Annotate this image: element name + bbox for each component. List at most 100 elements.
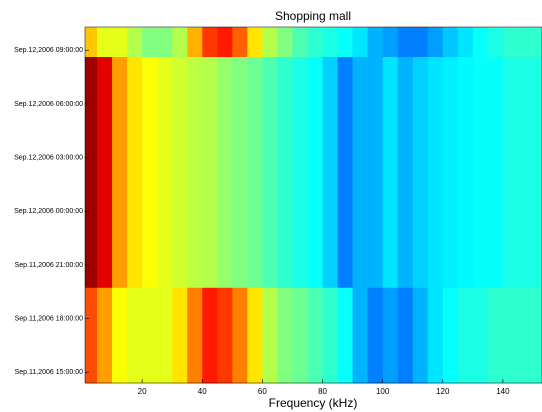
heatmap-cell — [97, 56, 113, 288]
heatmap-cell — [322, 27, 339, 58]
y-tick-label: Sep.12,2006 09:00:00 — [14, 47, 83, 54]
y-tick-label: Sep.12,2006 06:00:00 — [14, 101, 83, 108]
heatmap-cell — [517, 27, 534, 58]
heatmap-cell — [457, 27, 474, 58]
heatmap-cell — [307, 287, 324, 384]
heatmap-cell — [502, 27, 519, 58]
heatmap-cell — [412, 56, 429, 288]
heatmap-cell — [247, 56, 263, 288]
heatmap-cell — [337, 56, 354, 288]
heatmap-cell — [397, 287, 414, 384]
heatmap-cell — [262, 287, 278, 384]
heatmap-cell — [412, 287, 429, 384]
heatmap-cell — [532, 27, 542, 58]
x-tick-label: 40 — [198, 387, 207, 396]
y-tick-label: Sep.12,2006 00:00:00 — [14, 208, 83, 215]
heatmap-cell — [217, 56, 233, 288]
heatmap-cell — [457, 56, 474, 288]
heatmap-cell — [382, 287, 399, 384]
heatmap-cell — [202, 56, 218, 288]
heatmap-cell — [112, 287, 128, 384]
heatmap-cell — [292, 287, 308, 384]
heatmap-cell — [127, 287, 143, 384]
heatmap-cell — [427, 56, 444, 288]
x-tick-label: 80 — [318, 387, 327, 396]
heatmap-cell — [277, 287, 293, 384]
heatmap-cell — [442, 287, 459, 384]
heatmap-cell — [247, 287, 263, 384]
y-tick-label: Sep.11,2006 21:00:00 — [15, 262, 83, 269]
heatmap-cell — [457, 287, 474, 384]
heatmap-cell — [187, 27, 203, 58]
heatmap-cell — [292, 27, 308, 58]
x-tick-label: 60 — [258, 387, 267, 396]
heatmap-cell — [427, 287, 444, 384]
heatmap-cell — [442, 56, 459, 288]
heatmap-cell — [487, 27, 504, 58]
heatmap-cell — [247, 27, 263, 58]
x-tick-label: 140 — [496, 387, 510, 396]
heatmap-cell — [517, 56, 534, 288]
heatmap-cell — [397, 27, 414, 58]
heatmap-cell — [142, 287, 158, 384]
heatmap-cell — [232, 56, 248, 288]
heatmap-cell — [502, 287, 519, 384]
heatmap-cell — [202, 27, 218, 58]
x-tick-label: 100 — [376, 387, 390, 396]
heatmap-cell — [352, 27, 369, 58]
heatmap-cell — [112, 56, 128, 288]
heatmap-cell — [112, 27, 128, 58]
heatmap-cell — [277, 56, 293, 288]
heatmap-cell — [487, 287, 504, 384]
heatmap-cell — [337, 287, 354, 384]
x-axis-label: Frequency (kHz) — [269, 396, 358, 410]
heatmap-cell — [277, 27, 293, 58]
heatmap-cell — [157, 287, 173, 384]
heatmap-cell — [187, 287, 203, 384]
heatmap-cell — [157, 56, 173, 288]
heatmap-cell — [85, 287, 98, 384]
heatmap-cell — [142, 27, 158, 58]
heatmap-cell — [322, 56, 339, 288]
heatmap-cell — [262, 27, 278, 58]
heatmap-cell — [97, 27, 113, 58]
heatmap-cell — [97, 287, 113, 384]
heatmap-cell — [382, 27, 399, 58]
heatmap-cell — [322, 287, 339, 384]
y-tick-label: Sep.11,2006 15:00:00 — [15, 369, 83, 376]
heatmap-cell — [487, 56, 504, 288]
heatmap-cell — [232, 287, 248, 384]
heatmap-cell — [412, 27, 429, 58]
heatmap-cell — [367, 287, 384, 384]
heatmap-cell — [472, 287, 489, 384]
heatmap-cell — [217, 287, 233, 384]
heatmap-cell — [517, 287, 534, 384]
y-tick-label: Sep.12,2006 03:00:00 — [14, 154, 83, 161]
heatmap-cell — [472, 56, 489, 288]
plot-frame — [84, 26, 542, 384]
heatmap-cell — [292, 56, 308, 288]
heatmap-cell — [202, 287, 218, 384]
heatmap-cell — [172, 27, 188, 58]
heatmap-cell — [442, 27, 459, 58]
heatmap-cell — [397, 56, 414, 288]
heatmap-cell — [472, 27, 489, 58]
heatmap-cell — [127, 56, 143, 288]
heatmap-cell — [427, 27, 444, 58]
x-tick-label: 120 — [436, 387, 450, 396]
heatmap-cell — [307, 56, 324, 288]
x-tick-label: 20 — [138, 387, 147, 396]
heatmap-cell — [172, 56, 188, 288]
heatmap-cell — [532, 287, 542, 384]
heatmap-cell — [337, 27, 354, 58]
heatmap-cell — [157, 27, 173, 58]
heatmap-cell — [352, 287, 369, 384]
heatmap-cell — [127, 27, 143, 58]
heatmap-cell — [367, 27, 384, 58]
heatmap-cell — [367, 56, 384, 288]
heatmap-cell — [307, 27, 324, 58]
heatmap-cell — [262, 56, 278, 288]
heatmap-cell — [502, 56, 519, 288]
heatmap-cell — [187, 56, 203, 288]
chart-title: Shopping mall — [275, 9, 351, 23]
